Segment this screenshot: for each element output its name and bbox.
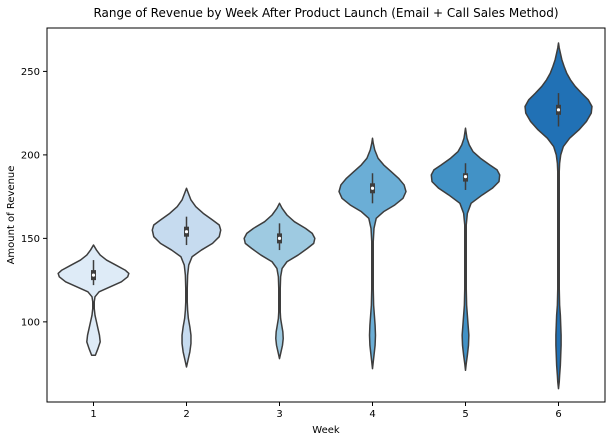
median-dot-week-1 [91, 273, 96, 277]
chart-title: Range of Revenue by Week After Product L… [93, 6, 558, 20]
plot-area-frame [46, 27, 606, 403]
violin-week-1 [57, 244, 130, 356]
x-tick-label-3: 3 [276, 409, 282, 420]
violin-week-5 [430, 127, 501, 372]
y-tick-label-200: 200 [21, 150, 40, 161]
y-axis: 100 150 200 250 [21, 67, 47, 328]
x-tick-label-2: 2 [183, 409, 189, 420]
y-axis-label: Amount of Revenue [6, 166, 17, 265]
median-dot-week-4 [370, 186, 375, 190]
x-tick-label-6: 6 [555, 409, 561, 420]
violin-group [57, 42, 593, 390]
violin-week-6 [524, 42, 593, 390]
x-axis: 1 2 3 4 5 6 [90, 402, 562, 420]
inner-box-group [91, 93, 561, 286]
violin-week-2 [151, 187, 222, 368]
x-axis-label: Week [312, 425, 340, 436]
x-tick-label-5: 5 [462, 409, 468, 420]
y-tick-label-150: 150 [21, 234, 40, 245]
x-tick-label-1: 1 [90, 409, 96, 420]
median-dot-week-3 [277, 236, 282, 240]
median-dot-week-6 [556, 108, 561, 112]
x-tick-label-4: 4 [369, 409, 375, 420]
violin-week-4 [338, 137, 407, 370]
y-tick-label-100: 100 [21, 317, 40, 328]
y-tick-label-250: 250 [21, 67, 40, 78]
median-dot-week-5 [463, 174, 468, 179]
median-dot-week-2 [184, 230, 189, 234]
violin-week-3 [243, 202, 316, 360]
